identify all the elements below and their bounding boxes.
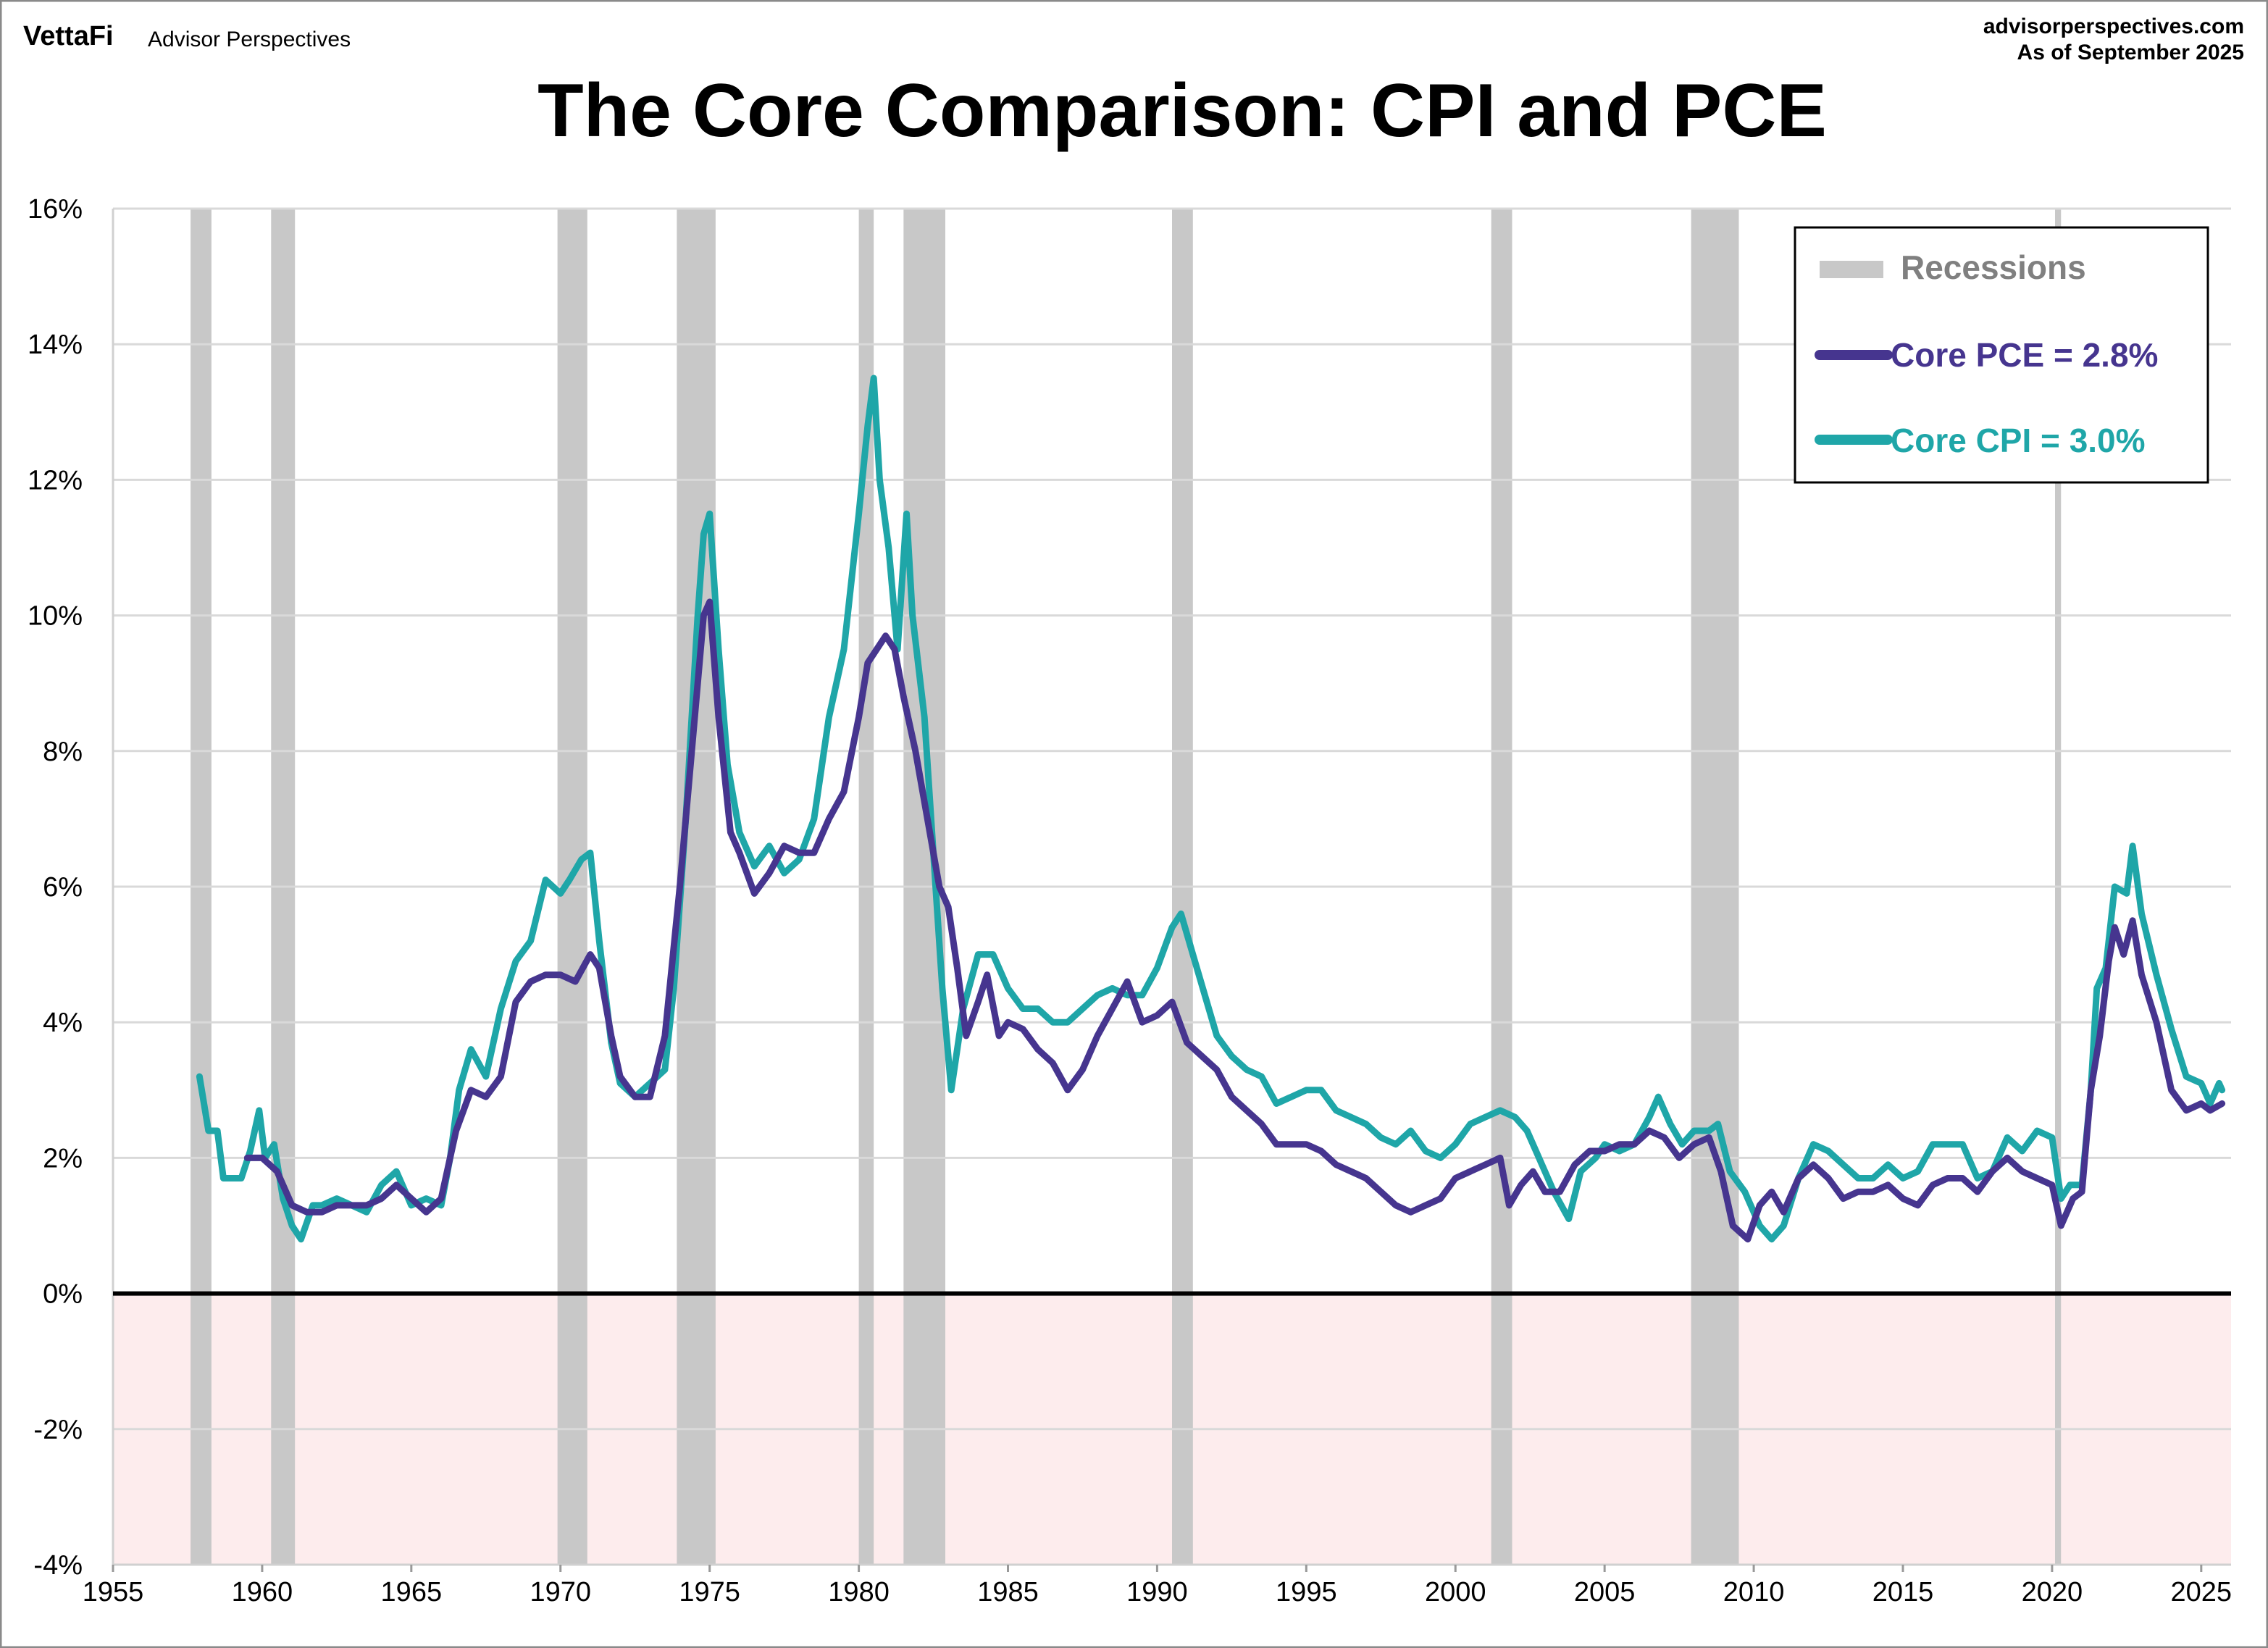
vettafi-logo: VettaFi <box>23 21 114 51</box>
core-pce-line <box>243 598 2226 1243</box>
x-tick-label: 2010 <box>1723 1577 1785 1607</box>
x-tick-label: 1955 <box>83 1577 144 1607</box>
legend: Recessions Core PCE = 2.8% Core CPI = 3.… <box>1794 226 2209 484</box>
as-of-date: As of September 2025 <box>2017 41 2244 64</box>
y-tick-label: 8% <box>43 737 83 767</box>
chart-title: The Core Comparison: CPI and PCE <box>537 69 1827 153</box>
x-tick-label: 1980 <box>828 1577 890 1607</box>
core-cpi-line <box>196 375 2226 1243</box>
x-tick-label: 1990 <box>1126 1577 1188 1607</box>
y-tick-label: 12% <box>28 465 83 495</box>
y-tick-label: 6% <box>43 872 83 903</box>
legend-pce-label: Core PCE = 2.8% <box>1891 336 2158 374</box>
x-tick-label: 1970 <box>530 1577 591 1607</box>
y-tick-label: 2% <box>43 1143 83 1174</box>
y-tick-label: 14% <box>28 330 83 360</box>
y-tick-label: 4% <box>43 1008 83 1038</box>
legend-cpi-label: Core CPI = 3.0% <box>1891 422 2146 459</box>
x-tick-label: 2000 <box>1425 1577 1486 1607</box>
y-tick-label: 0% <box>43 1279 83 1310</box>
x-tick-label: 1995 <box>1276 1577 1337 1607</box>
x-tick-label: 2015 <box>1872 1577 1934 1607</box>
x-tick-label: 1985 <box>977 1577 1039 1607</box>
x-tick-label: 1965 <box>381 1577 443 1607</box>
site-url: advisorperspectives.com <box>1983 14 2244 38</box>
y-tick-label: -2% <box>33 1415 83 1445</box>
y-tick-label: -4% <box>33 1550 83 1581</box>
x-tick-label: 1960 <box>232 1577 293 1607</box>
x-tick-label: 1975 <box>679 1577 740 1607</box>
x-tick-label: 2005 <box>1574 1577 1636 1607</box>
brand-name: Advisor Perspectives <box>148 28 351 51</box>
svg-text:VettaFi: VettaFi <box>23 21 114 51</box>
y-tick-label: 10% <box>28 601 83 632</box>
legend-recessions-label: Recessions <box>1901 248 2086 286</box>
x-tick-label: 2025 <box>2171 1577 2233 1607</box>
legend-recession-swatch <box>1820 261 1883 278</box>
y-tick-label: 16% <box>28 194 83 225</box>
x-tick-label: 2020 <box>2022 1577 2083 1607</box>
